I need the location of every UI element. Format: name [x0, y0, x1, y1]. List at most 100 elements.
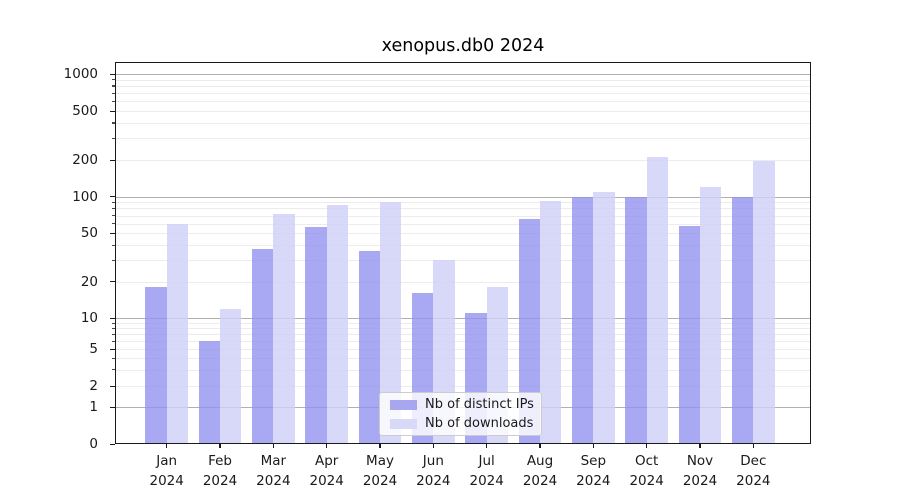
gridline-minor-40	[115, 245, 811, 247]
y-minortick-mark-2	[112, 385, 115, 387]
y-minortick-mark-9	[112, 322, 115, 324]
x-tick-label-jul: Jul 2024	[469, 453, 504, 489]
y-minortick-mark-800	[112, 85, 115, 87]
gridline-minor-30	[115, 260, 811, 262]
legend-label-distinct-ips: Nb of distinct IPs	[425, 397, 534, 412]
gridline-minor-9	[115, 323, 811, 324]
y-tick-mark-10	[110, 317, 115, 319]
y-tick-label-500: 500	[72, 103, 98, 119]
y-tick-label-1: 1	[89, 399, 98, 416]
x-tick-mark-jan	[166, 444, 168, 448]
bar-distinct-ips-mar	[252, 249, 274, 444]
x-tick-label-jun: Jun 2024	[416, 453, 451, 489]
y-tick-label-1000: 1000	[63, 66, 98, 82]
bar-downloads-sep	[593, 191, 615, 444]
gridline-minor-400	[115, 122, 811, 124]
gridline-minor-2	[115, 386, 811, 387]
gridline-minor-300	[115, 138, 811, 140]
bar-distinct-ips-sep	[572, 196, 594, 444]
y-tick-label-5: 5	[89, 341, 98, 358]
x-tick-mark-mar	[272, 444, 274, 448]
bar-downloads-feb	[220, 308, 242, 444]
y-minortick-mark-6	[112, 340, 115, 342]
gridline-minor-700	[115, 93, 811, 95]
bar-downloads-aug	[540, 201, 562, 444]
gridline-minor-500	[115, 111, 811, 112]
x-tick-label-nov: Nov 2024	[682, 453, 718, 489]
gridline-minor-70	[115, 215, 811, 217]
bar-distinct-ips-apr	[305, 227, 327, 444]
y-tick-mark-1000	[110, 73, 115, 75]
y-tick-label-0: 0	[89, 436, 98, 452]
y-minortick-mark-7	[112, 333, 115, 335]
x-tick-label-apr: Apr 2024	[309, 453, 344, 489]
y-tick-mark-100	[110, 196, 115, 198]
gridline-minor-8	[115, 328, 811, 330]
x-tick-mark-nov	[699, 444, 701, 448]
x-tick-mark-oct	[646, 444, 648, 448]
x-tick-mark-aug	[539, 444, 541, 448]
y-minortick-mark-30	[112, 259, 115, 261]
bar-downloads-nov	[700, 187, 722, 444]
legend: Nb of distinct IPs Nb of downloads	[379, 392, 542, 436]
y-minortick-mark-200	[112, 159, 115, 161]
y-tick-label-100: 100	[72, 188, 98, 205]
bar-downloads-dec	[753, 161, 775, 444]
bar-distinct-ips-feb	[198, 341, 221, 444]
gridline-minor-80	[115, 208, 811, 210]
y-minortick-mark-8	[112, 327, 115, 329]
x-tick-mark-sep	[592, 444, 594, 448]
gridline-minor-60	[115, 223, 811, 225]
y-tick-label-20: 20	[80, 273, 98, 290]
y-minortick-mark-400	[112, 122, 115, 124]
x-tick-mark-dec	[752, 444, 754, 448]
gridline-major-1000	[115, 74, 811, 75]
y-minortick-mark-600	[112, 100, 115, 102]
y-minortick-mark-80	[112, 207, 115, 210]
legend-item-distinct-ips: Nb of distinct IPs	[388, 397, 534, 412]
y-minortick-mark-300	[112, 137, 115, 139]
bar-downloads-mar	[273, 214, 295, 444]
y-minortick-mark-5	[112, 348, 115, 350]
gridline-major-10	[115, 318, 811, 320]
legend-item-downloads: Nb of downloads	[388, 416, 533, 431]
bar-distinct-ips-dec	[732, 196, 754, 444]
plot-border	[115, 62, 811, 444]
gridline-minor-600	[115, 101, 811, 103]
bar-downloads-oct	[646, 157, 668, 444]
gridline-minor-50	[115, 233, 811, 235]
gridline-minor-800	[115, 85, 811, 87]
bar-downloads-may	[380, 202, 402, 444]
legend-swatch-downloads	[390, 418, 417, 429]
y-minortick-mark-40	[112, 244, 115, 246]
bar-downloads-jan	[166, 223, 188, 444]
y-minortick-mark-20	[112, 281, 115, 283]
x-tick-mark-feb	[219, 444, 221, 448]
y-tick-mark-1	[110, 406, 115, 408]
x-tick-label-mar: Mar 2024	[256, 453, 291, 489]
y-minortick-mark-90	[112, 201, 115, 203]
bar-distinct-ips-may	[358, 250, 381, 444]
legend-swatch-distinct-ips	[390, 399, 417, 410]
y-tick-label-200: 200	[72, 152, 98, 168]
legend-label-downloads: Nb of downloads	[425, 416, 534, 431]
x-tick-label-feb: Feb 2024	[202, 453, 238, 489]
gridline-major-100	[115, 196, 811, 198]
y-minortick-mark-900	[112, 79, 115, 81]
plot-area: Nb of distinct IPs Nb of downloads	[115, 62, 811, 444]
y-tick-label-10: 10	[80, 310, 98, 327]
x-tick-label-oct: Oct 2024	[629, 453, 664, 489]
y-tick-label-50: 50	[80, 225, 98, 242]
x-tick-label-sep: Sep 2024	[576, 453, 611, 489]
bar-distinct-ips-jan	[145, 287, 167, 444]
gridline-minor-5	[115, 349, 811, 351]
bar-distinct-ips-oct	[625, 196, 647, 444]
x-tick-label-may: May 2024	[362, 453, 398, 489]
y-minortick-mark-700	[112, 92, 115, 94]
y-minortick-mark-3	[112, 369, 115, 371]
bar-distinct-ips-aug	[518, 219, 540, 444]
y-tick-label-2: 2	[89, 378, 98, 394]
x-tick-mark-may	[379, 444, 381, 448]
x-tick-mark-jul	[486, 444, 488, 448]
